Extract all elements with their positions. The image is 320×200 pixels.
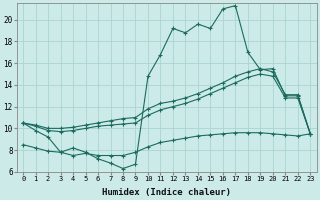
X-axis label: Humidex (Indice chaleur): Humidex (Indice chaleur) [102,188,231,197]
